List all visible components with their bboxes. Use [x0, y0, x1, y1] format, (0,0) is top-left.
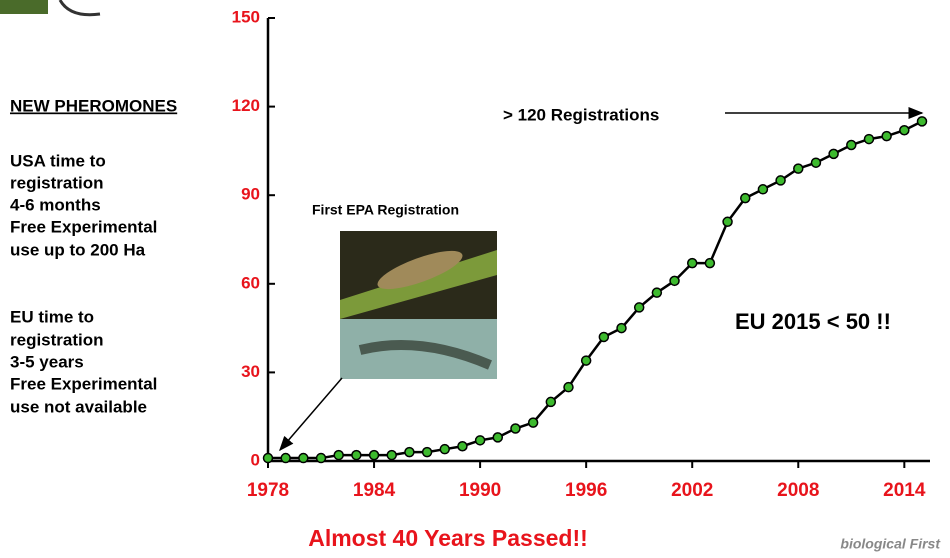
- sidebar-line: use not available: [10, 397, 147, 416]
- sidebar-line: Free Experimental: [10, 374, 157, 393]
- arrow: [279, 377, 343, 452]
- x-tick-label: 2008: [777, 480, 819, 501]
- x-tick-label: 1996: [565, 480, 607, 501]
- data-point: [722, 216, 733, 228]
- sidebar-line: registration: [10, 173, 104, 192]
- sidebar-line: use up to 200 Ha: [10, 240, 146, 259]
- y-tick-label: 150: [232, 7, 260, 26]
- data-point: [810, 157, 822, 168]
- logo-image: [0, 0, 48, 14]
- data-point: [775, 175, 786, 186]
- data-point: [527, 417, 539, 428]
- data-point: [457, 440, 468, 452]
- data-point: [333, 449, 344, 461]
- data-point: [439, 443, 451, 455]
- sidebar-heading: NEW PHEROMONES: [10, 96, 177, 115]
- data-point: [598, 331, 610, 343]
- data-point: [899, 124, 910, 136]
- data-point: [474, 435, 486, 446]
- annotation: EU 2015 < 50 !!: [735, 309, 891, 334]
- data-point: [351, 449, 362, 461]
- data-point: [846, 139, 857, 151]
- x-tick-label: 2014: [883, 480, 926, 501]
- x-tick-label: 1990: [459, 480, 501, 501]
- annotation: First EPA Registration: [312, 202, 459, 218]
- data-point: [421, 446, 433, 458]
- y-tick-label: 90: [241, 185, 260, 204]
- x-tick-label: 2002: [671, 480, 713, 501]
- data-point: [704, 257, 716, 269]
- y-tick-label: 60: [241, 273, 260, 292]
- data-point: [793, 163, 804, 174]
- logo-text: biological First: [840, 536, 941, 552]
- data-point: [633, 302, 645, 313]
- data-point: [386, 449, 397, 461]
- sidebar-line: registration: [10, 330, 104, 349]
- data-point: [315, 452, 327, 464]
- data-point: [669, 275, 680, 287]
- x-tick-label: 1984: [353, 480, 396, 501]
- data-point: [686, 257, 698, 269]
- y-tick-label: 30: [241, 362, 260, 381]
- data-point: [739, 192, 751, 204]
- data-point: [510, 423, 521, 434]
- data-point: [262, 452, 274, 464]
- footer: Almost 40 Years Passed!!: [308, 525, 588, 551]
- data-point: [545, 396, 557, 408]
- sidebar-line: 3-5 years: [10, 352, 84, 371]
- data-point: [916, 116, 928, 127]
- data-point: [863, 133, 875, 145]
- data-point: [616, 322, 627, 334]
- data-point: [404, 446, 415, 458]
- data-point: [580, 355, 592, 366]
- sidebar-line: 4-6 months: [10, 195, 101, 214]
- data-point: [563, 381, 574, 393]
- data-point: [651, 287, 663, 298]
- data-point: [368, 449, 380, 461]
- data-point: [492, 432, 504, 443]
- logo-swoosh: [58, 0, 101, 17]
- annotation: > 120 Registrations: [503, 105, 659, 124]
- data-point: [757, 184, 769, 195]
- sidebar-line: USA time to: [10, 151, 106, 170]
- y-tick-label: 120: [232, 96, 260, 115]
- sidebar-line: Free Experimental: [10, 217, 157, 236]
- y-tick-label: 0: [251, 450, 260, 469]
- sidebar-line: EU time to: [10, 307, 94, 326]
- x-tick-label: 1978: [247, 480, 289, 501]
- data-point: [298, 452, 309, 464]
- photo: [340, 231, 497, 379]
- data-point: [828, 148, 839, 160]
- data-point: [881, 130, 892, 142]
- data-point: [280, 452, 291, 464]
